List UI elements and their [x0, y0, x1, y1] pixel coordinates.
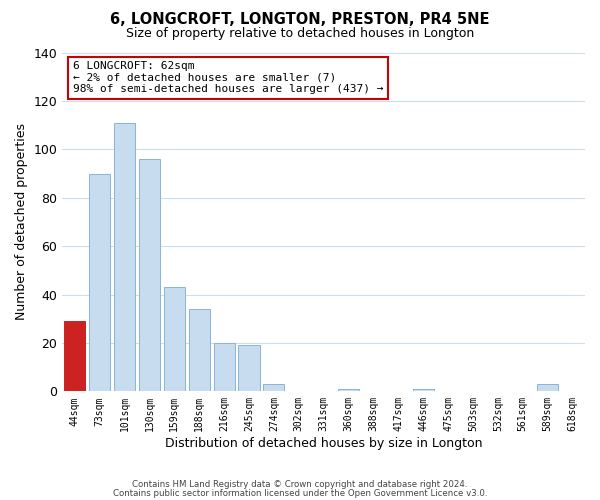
Bar	[338, 389, 359, 392]
Text: Contains HM Land Registry data © Crown copyright and database right 2024.: Contains HM Land Registry data © Crown c…	[132, 480, 468, 489]
Bar	[238, 346, 260, 392]
Bar	[413, 389, 434, 392]
Bar	[114, 122, 135, 392]
Bar	[164, 288, 185, 392]
Bar	[263, 384, 284, 392]
Bar	[89, 174, 110, 392]
Y-axis label: Number of detached properties: Number of detached properties	[15, 124, 28, 320]
Text: Size of property relative to detached houses in Longton: Size of property relative to detached ho…	[126, 28, 474, 40]
Text: Contains public sector information licensed under the Open Government Licence v3: Contains public sector information licen…	[113, 488, 487, 498]
Bar	[214, 343, 235, 392]
Bar	[188, 309, 210, 392]
Text: 6 LONGCROFT: 62sqm
← 2% of detached houses are smaller (7)
98% of semi-detached : 6 LONGCROFT: 62sqm ← 2% of detached hous…	[73, 61, 383, 94]
Bar	[537, 384, 558, 392]
Text: 6, LONGCROFT, LONGTON, PRESTON, PR4 5NE: 6, LONGCROFT, LONGTON, PRESTON, PR4 5NE	[110, 12, 490, 28]
Bar	[64, 321, 85, 392]
Bar	[139, 159, 160, 392]
X-axis label: Distribution of detached houses by size in Longton: Distribution of detached houses by size …	[165, 437, 482, 450]
